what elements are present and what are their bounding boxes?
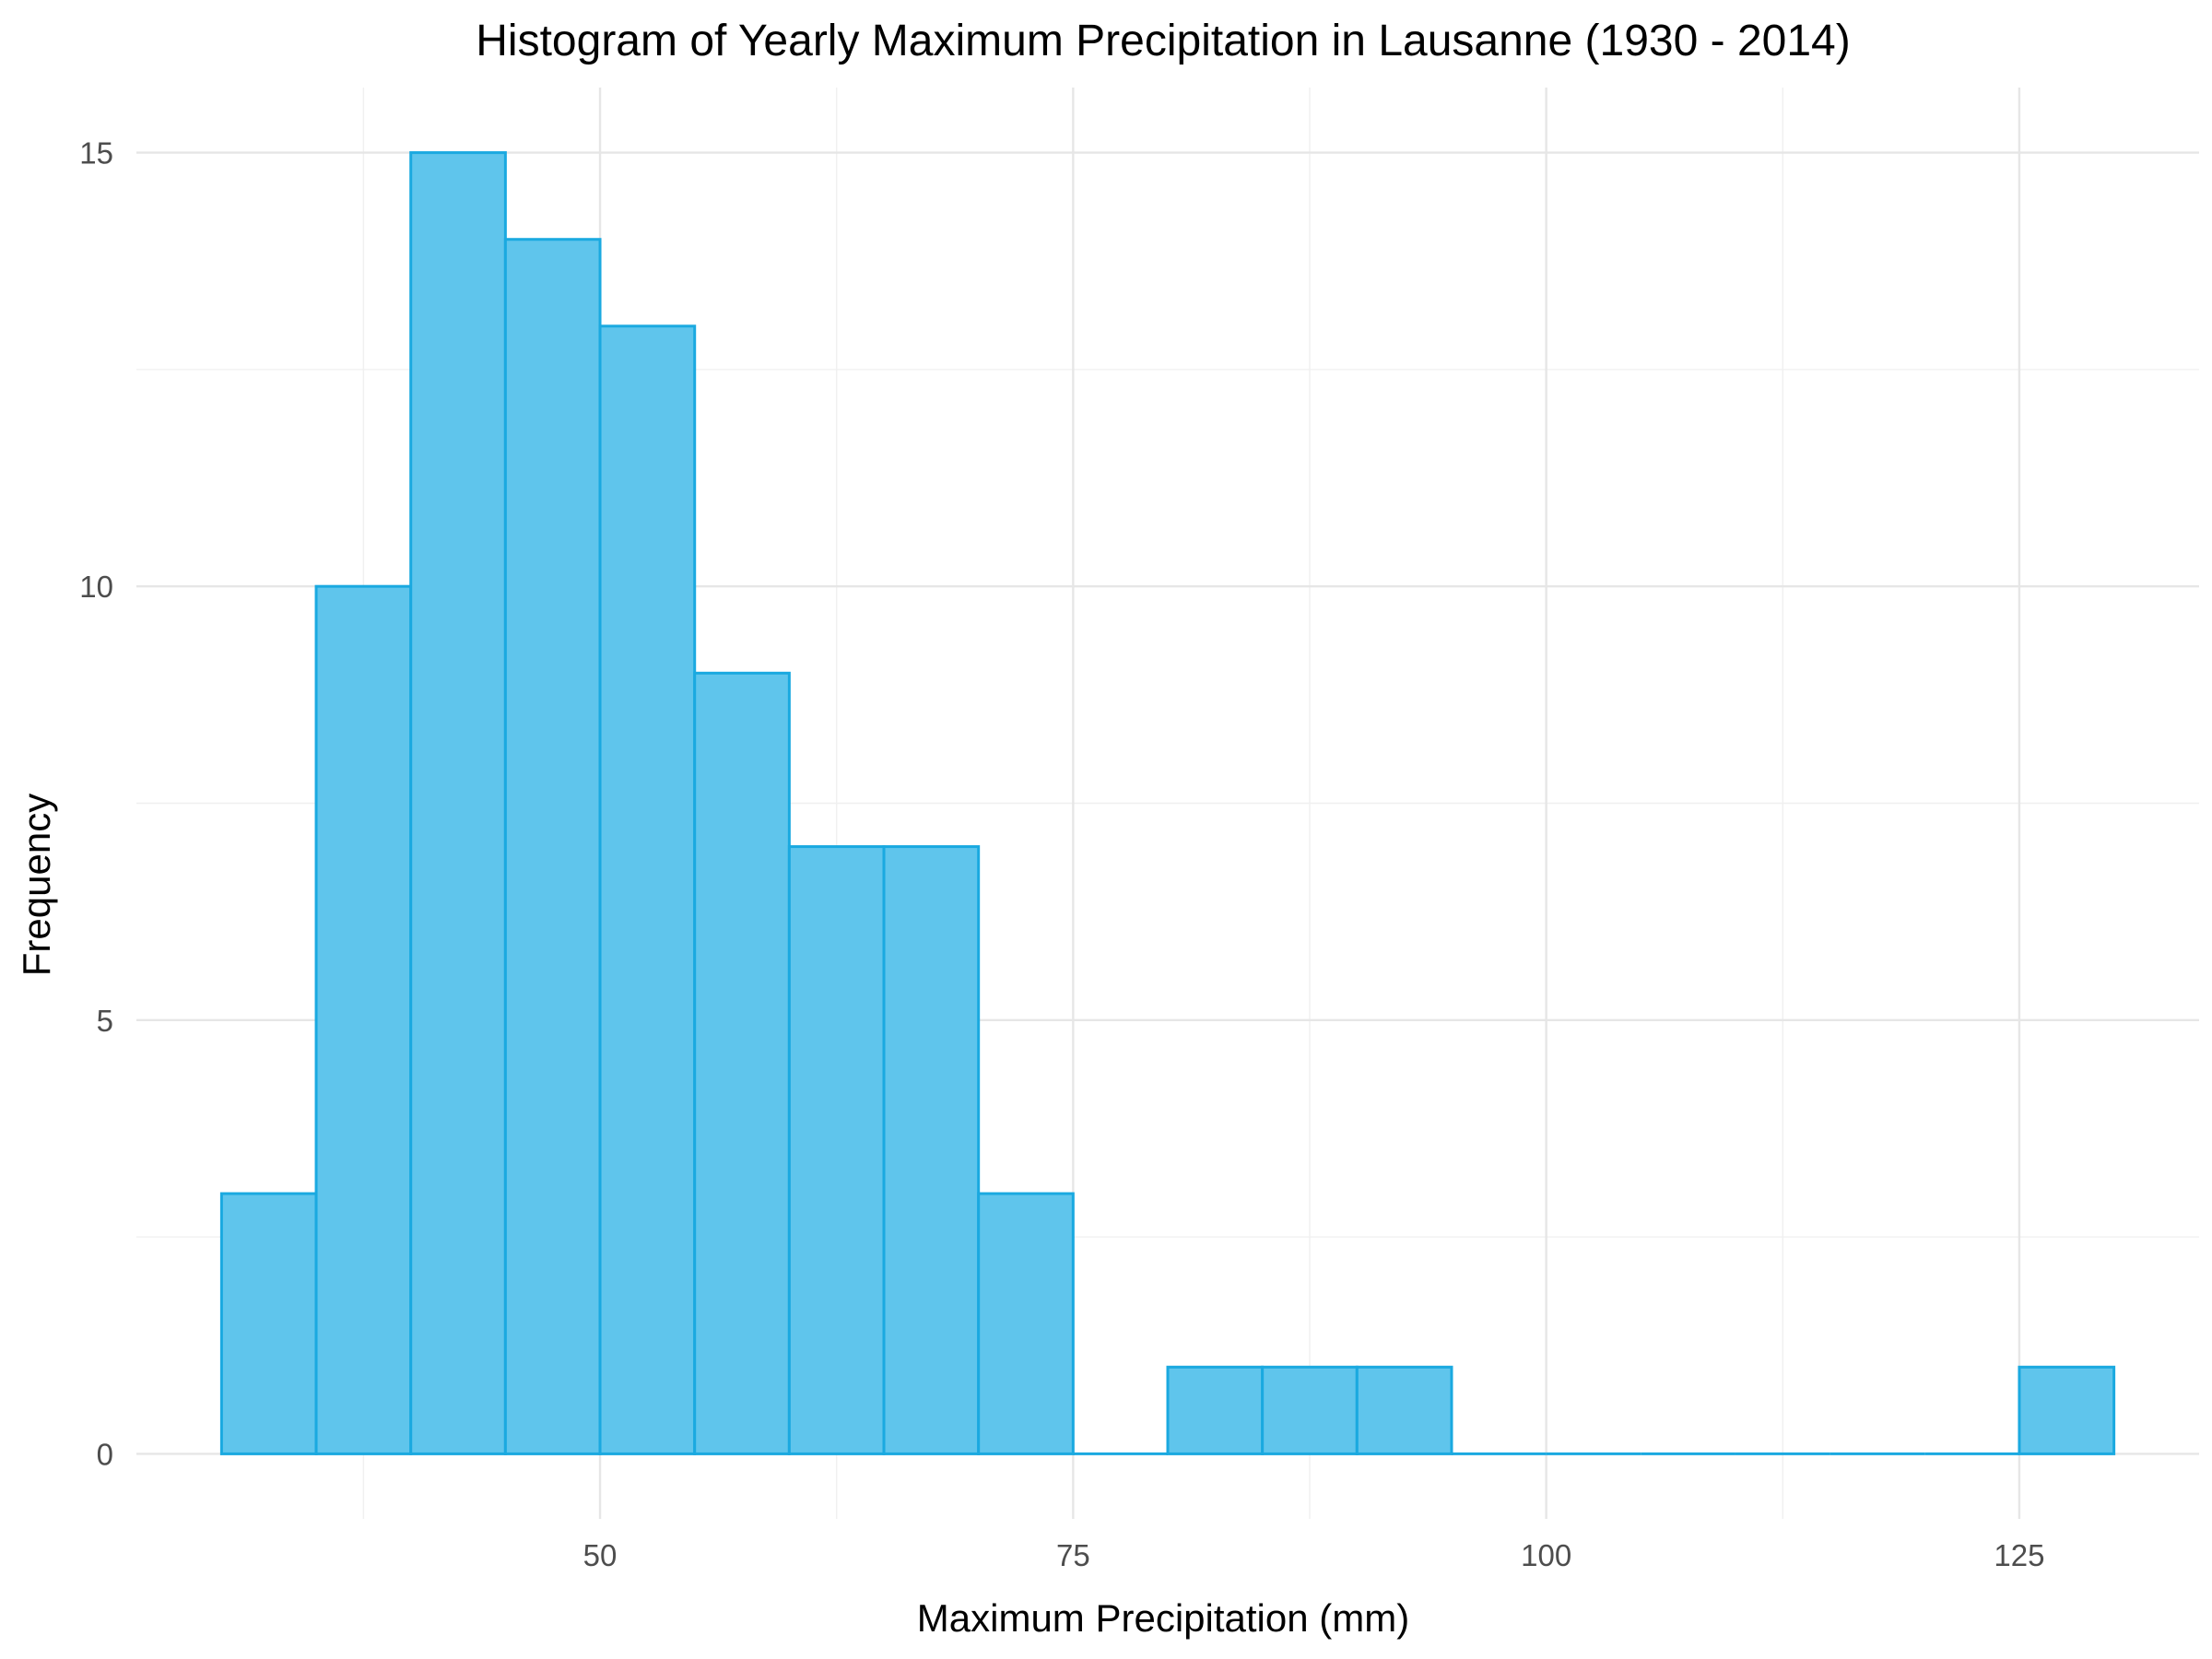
histogram-bars [219,151,2116,1455]
histogram-bar-3 [503,238,602,1455]
histogram-bar-4 [598,324,697,1455]
histogram-bar-5 [693,671,791,1455]
x-axis-title: Maximum Precipitation (mm) [917,1596,1409,1640]
y-axis-title: Frequency [15,794,58,976]
x-tick-label: 125 [1994,1538,2044,1572]
histogram-bar-1 [314,584,413,1455]
y-tick-label: 0 [97,1437,113,1471]
x-axis-ticks: 50 75 100 125 [583,1538,2045,1572]
y-tick-label: 5 [97,1004,113,1038]
histogram-bar-12 [1355,1365,1453,1455]
histogram-bar-8 [977,1192,1075,1455]
histogram-bar-19 [2018,1365,2116,1455]
y-axis-ticks: 0 5 10 15 [79,136,113,1472]
histogram-bar-0 [219,1192,318,1455]
x-tick-label: 50 [583,1538,618,1572]
y-tick-label: 10 [79,570,113,604]
histogram-bar-2 [409,151,507,1455]
y-tick-label: 15 [79,136,113,171]
x-tick-label: 75 [1056,1538,1090,1572]
chart-title: Histogram of Yearly Maximum Precipitatio… [476,17,1850,65]
histogram-bar-6 [787,845,886,1455]
histogram-bar-11 [1261,1365,1359,1455]
x-tick-label: 100 [1521,1538,1571,1572]
histogram-bar-7 [882,845,981,1455]
histogram-bar-10 [1166,1365,1265,1455]
